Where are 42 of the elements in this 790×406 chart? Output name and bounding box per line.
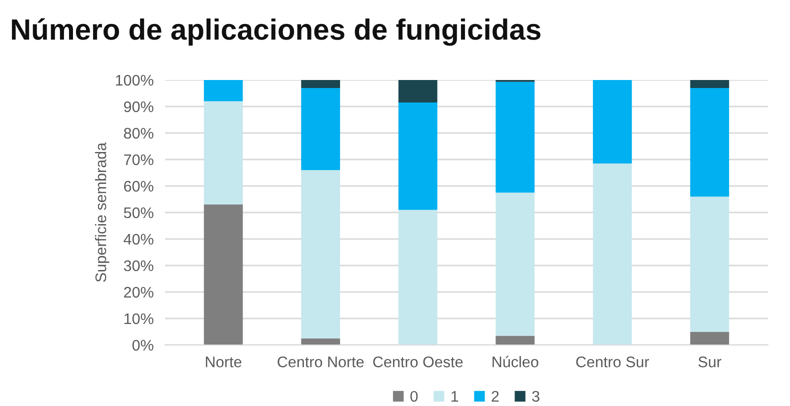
- legend-label: 2: [492, 390, 499, 402]
- y-tick-label: 80%: [124, 128, 154, 139]
- legend-label: 1: [452, 391, 458, 402]
- legend-label: 3: [532, 390, 540, 402]
- y-tick-label: 30%: [124, 260, 154, 272]
- y-axis-title: Superficie sembrada: [95, 142, 110, 282]
- chart-title: Número de aplicaciones de fungicidas: [12, 18, 540, 46]
- x-tick-label: Centro Norte: [278, 356, 364, 368]
- bar: [690, 196, 730, 332]
- bar: [496, 82, 535, 193]
- y-tick-label: 20%: [124, 286, 154, 298]
- bar: [204, 80, 243, 102]
- bar: [398, 80, 438, 103]
- bar: [204, 204, 243, 345]
- y-tick-label: 50%: [124, 207, 154, 218]
- bar: [301, 338, 340, 345]
- y-tick-label: 0%: [132, 340, 154, 351]
- y-tick-label: 70%: [124, 154, 154, 166]
- legend-label: 0: [410, 390, 418, 402]
- bar: [301, 80, 340, 88]
- y-tick-label: 100%: [116, 74, 154, 86]
- y-tick-label: 10%: [124, 313, 154, 324]
- x-tick-label: Núcleo: [492, 356, 538, 368]
- bar: [496, 192, 535, 336]
- bar: [301, 170, 340, 338]
- y-tick-label: 60%: [124, 180, 154, 192]
- bar: [496, 336, 535, 345]
- bar: [592, 163, 632, 345]
- x-tick-label: Norte: [206, 356, 242, 368]
- bar: [398, 210, 438, 345]
- x-tick-label: Sur: [698, 356, 722, 368]
- bar: [690, 88, 730, 197]
- bar: [690, 80, 730, 88]
- x-tick-label: Centro Oeste: [373, 356, 463, 368]
- y-tick-label: 40%: [124, 234, 154, 245]
- bar: [301, 88, 340, 170]
- bar: [398, 102, 438, 210]
- bar: [204, 101, 243, 205]
- x-tick-label: Centro Sur: [576, 356, 650, 368]
- bar: [592, 80, 632, 164]
- y-tick-label: 90%: [124, 101, 154, 112]
- bar: [690, 332, 730, 345]
